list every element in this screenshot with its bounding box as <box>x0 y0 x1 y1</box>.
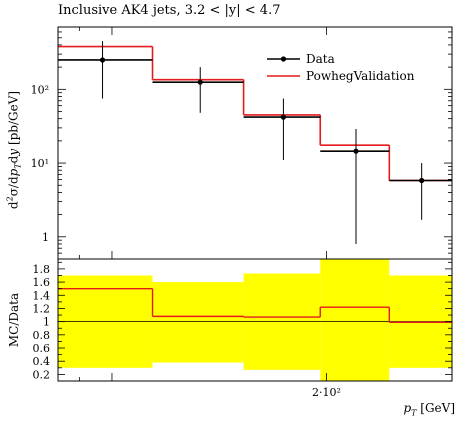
ratio-y-tick-label: 0.8 <box>33 329 51 342</box>
data-point <box>99 57 106 63</box>
ratio-y-tick-label: 0.2 <box>33 368 51 381</box>
data-point <box>353 148 359 154</box>
main-panel: 1 10¹ 10² Data PowhegValidation <box>31 26 453 260</box>
ratio-band-bin <box>152 282 244 363</box>
ratio-y-tick-label: 1.2 <box>33 302 51 315</box>
legend-data-label: Data <box>306 52 335 66</box>
ratio-y-tick-label: 1 <box>43 316 50 329</box>
legend-data-marker <box>280 56 287 62</box>
main-frame <box>57 26 453 260</box>
ratio-y-tick-label: 1.8 <box>33 263 51 276</box>
legend-mc-label: PowhegValidation <box>306 69 415 83</box>
y-axis-label: d2σ/dpTdy [pb/GeV] <box>5 90 23 210</box>
y-tick-label: 10¹ <box>31 157 49 170</box>
ratio-band-bin <box>320 259 390 381</box>
ratio-y-tick-label: 1.4 <box>33 289 51 302</box>
ratio-y-tick-label: 1.6 <box>33 276 51 289</box>
data-point <box>197 79 203 85</box>
data-point <box>419 177 425 184</box>
x-axis-label: pT [GeV] <box>403 401 455 418</box>
ratio-axis-label: MC/Data <box>7 292 21 348</box>
ratio-panel: 0.20.40.60.811.21.41.61.8 2·10² <box>33 258 453 399</box>
ratio-frame <box>57 258 453 382</box>
chart-title: Inclusive AK4 jets, 3.2 < |y| < 4.7 <box>58 3 281 18</box>
legend: Data PowhegValidation <box>267 52 415 83</box>
data-point <box>280 114 286 120</box>
ratio-y-tick-label: 0.6 <box>33 342 51 355</box>
ratio-y-tick-label: 0.4 <box>33 355 51 368</box>
y-tick-label: 1 <box>42 231 49 244</box>
y-tick-label: 10² <box>31 83 49 96</box>
x-tick-label: 2·10² <box>312 386 341 399</box>
